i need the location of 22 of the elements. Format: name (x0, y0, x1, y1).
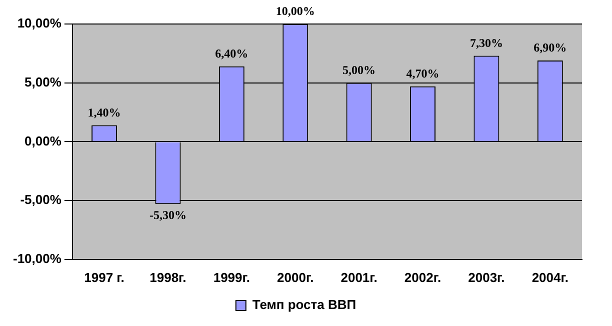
legend-label: Темп роста ВВП (252, 297, 356, 312)
x-tick-label: 2003г. (468, 270, 505, 285)
data-label: 1,40% (88, 105, 121, 120)
x-tick-label: 1998г. (150, 270, 186, 285)
y-tick-label: 5,00% (24, 74, 62, 90)
data-label: 6,40% (215, 46, 248, 60)
data-label: -5,30% (149, 208, 186, 222)
data-label: 4,70% (406, 66, 440, 80)
data-label: 5,00% (342, 62, 376, 77)
y-tick-label: 10,00% (17, 16, 62, 31)
x-tick-label: 2004г. (532, 270, 568, 285)
y-tick-label: 0,00% (24, 133, 62, 148)
x-tick-label: 2000г. (277, 270, 314, 285)
x-tick-label: 2001г. (340, 270, 378, 285)
data-label: 7,30% (470, 36, 503, 50)
y-tick-label: -5,00% (20, 192, 62, 208)
data-label: 10,00% (276, 4, 315, 18)
y-tick-label: -10,00% (13, 250, 62, 266)
x-tick-label: 2002г. (404, 270, 442, 285)
data-label: 6,90% (534, 40, 567, 55)
x-tick-label: 1999г. (213, 270, 250, 285)
x-tick-label: 1997 г. (84, 270, 124, 285)
